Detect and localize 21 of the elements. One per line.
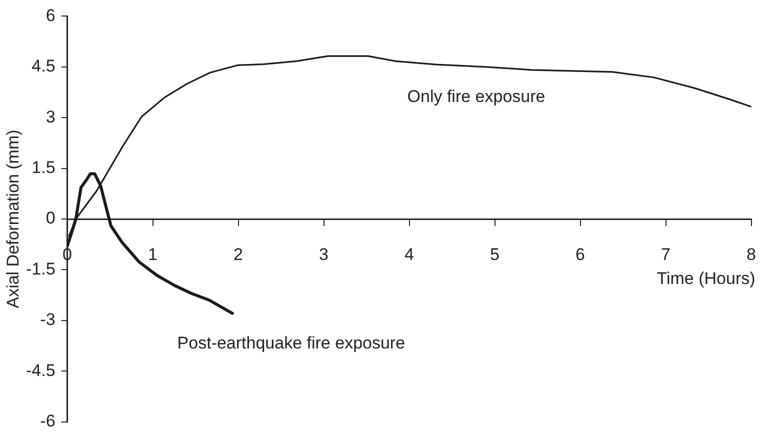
text: Post-earthquake fire exposure — [177, 333, 406, 352]
y-axis-title: Axial Deformation (mm) — [4, 130, 23, 308]
y-tick-label: 1.5 — [32, 158, 56, 177]
y-tick-label: -1.5 — [26, 259, 56, 278]
x-tick-label: 2 — [234, 244, 244, 264]
x-tick-label: 6 — [576, 244, 586, 264]
y-tick-label: 0 — [46, 208, 56, 228]
x-axis-title: Time (Hours) — [656, 269, 756, 288]
x-tick-label: 5 — [490, 244, 500, 264]
x-tick-label: 4 — [404, 244, 414, 264]
x-tick-label: 1 — [148, 244, 158, 264]
y-tick-label: -3 — [40, 310, 56, 330]
x-tick-label: 8 — [746, 244, 756, 264]
x-tick-label: 7 — [661, 244, 671, 264]
series-label: Only fire exposure — [407, 87, 546, 106]
x-tick-label: 3 — [319, 244, 329, 264]
y-tick-label: 3 — [46, 107, 56, 126]
y-tick-label: 4.5 — [32, 56, 56, 76]
y-tick-label: -6 — [40, 411, 56, 430]
y-tick-label: -4.5 — [26, 360, 56, 380]
y-tick-label: 6 — [46, 6, 56, 25]
